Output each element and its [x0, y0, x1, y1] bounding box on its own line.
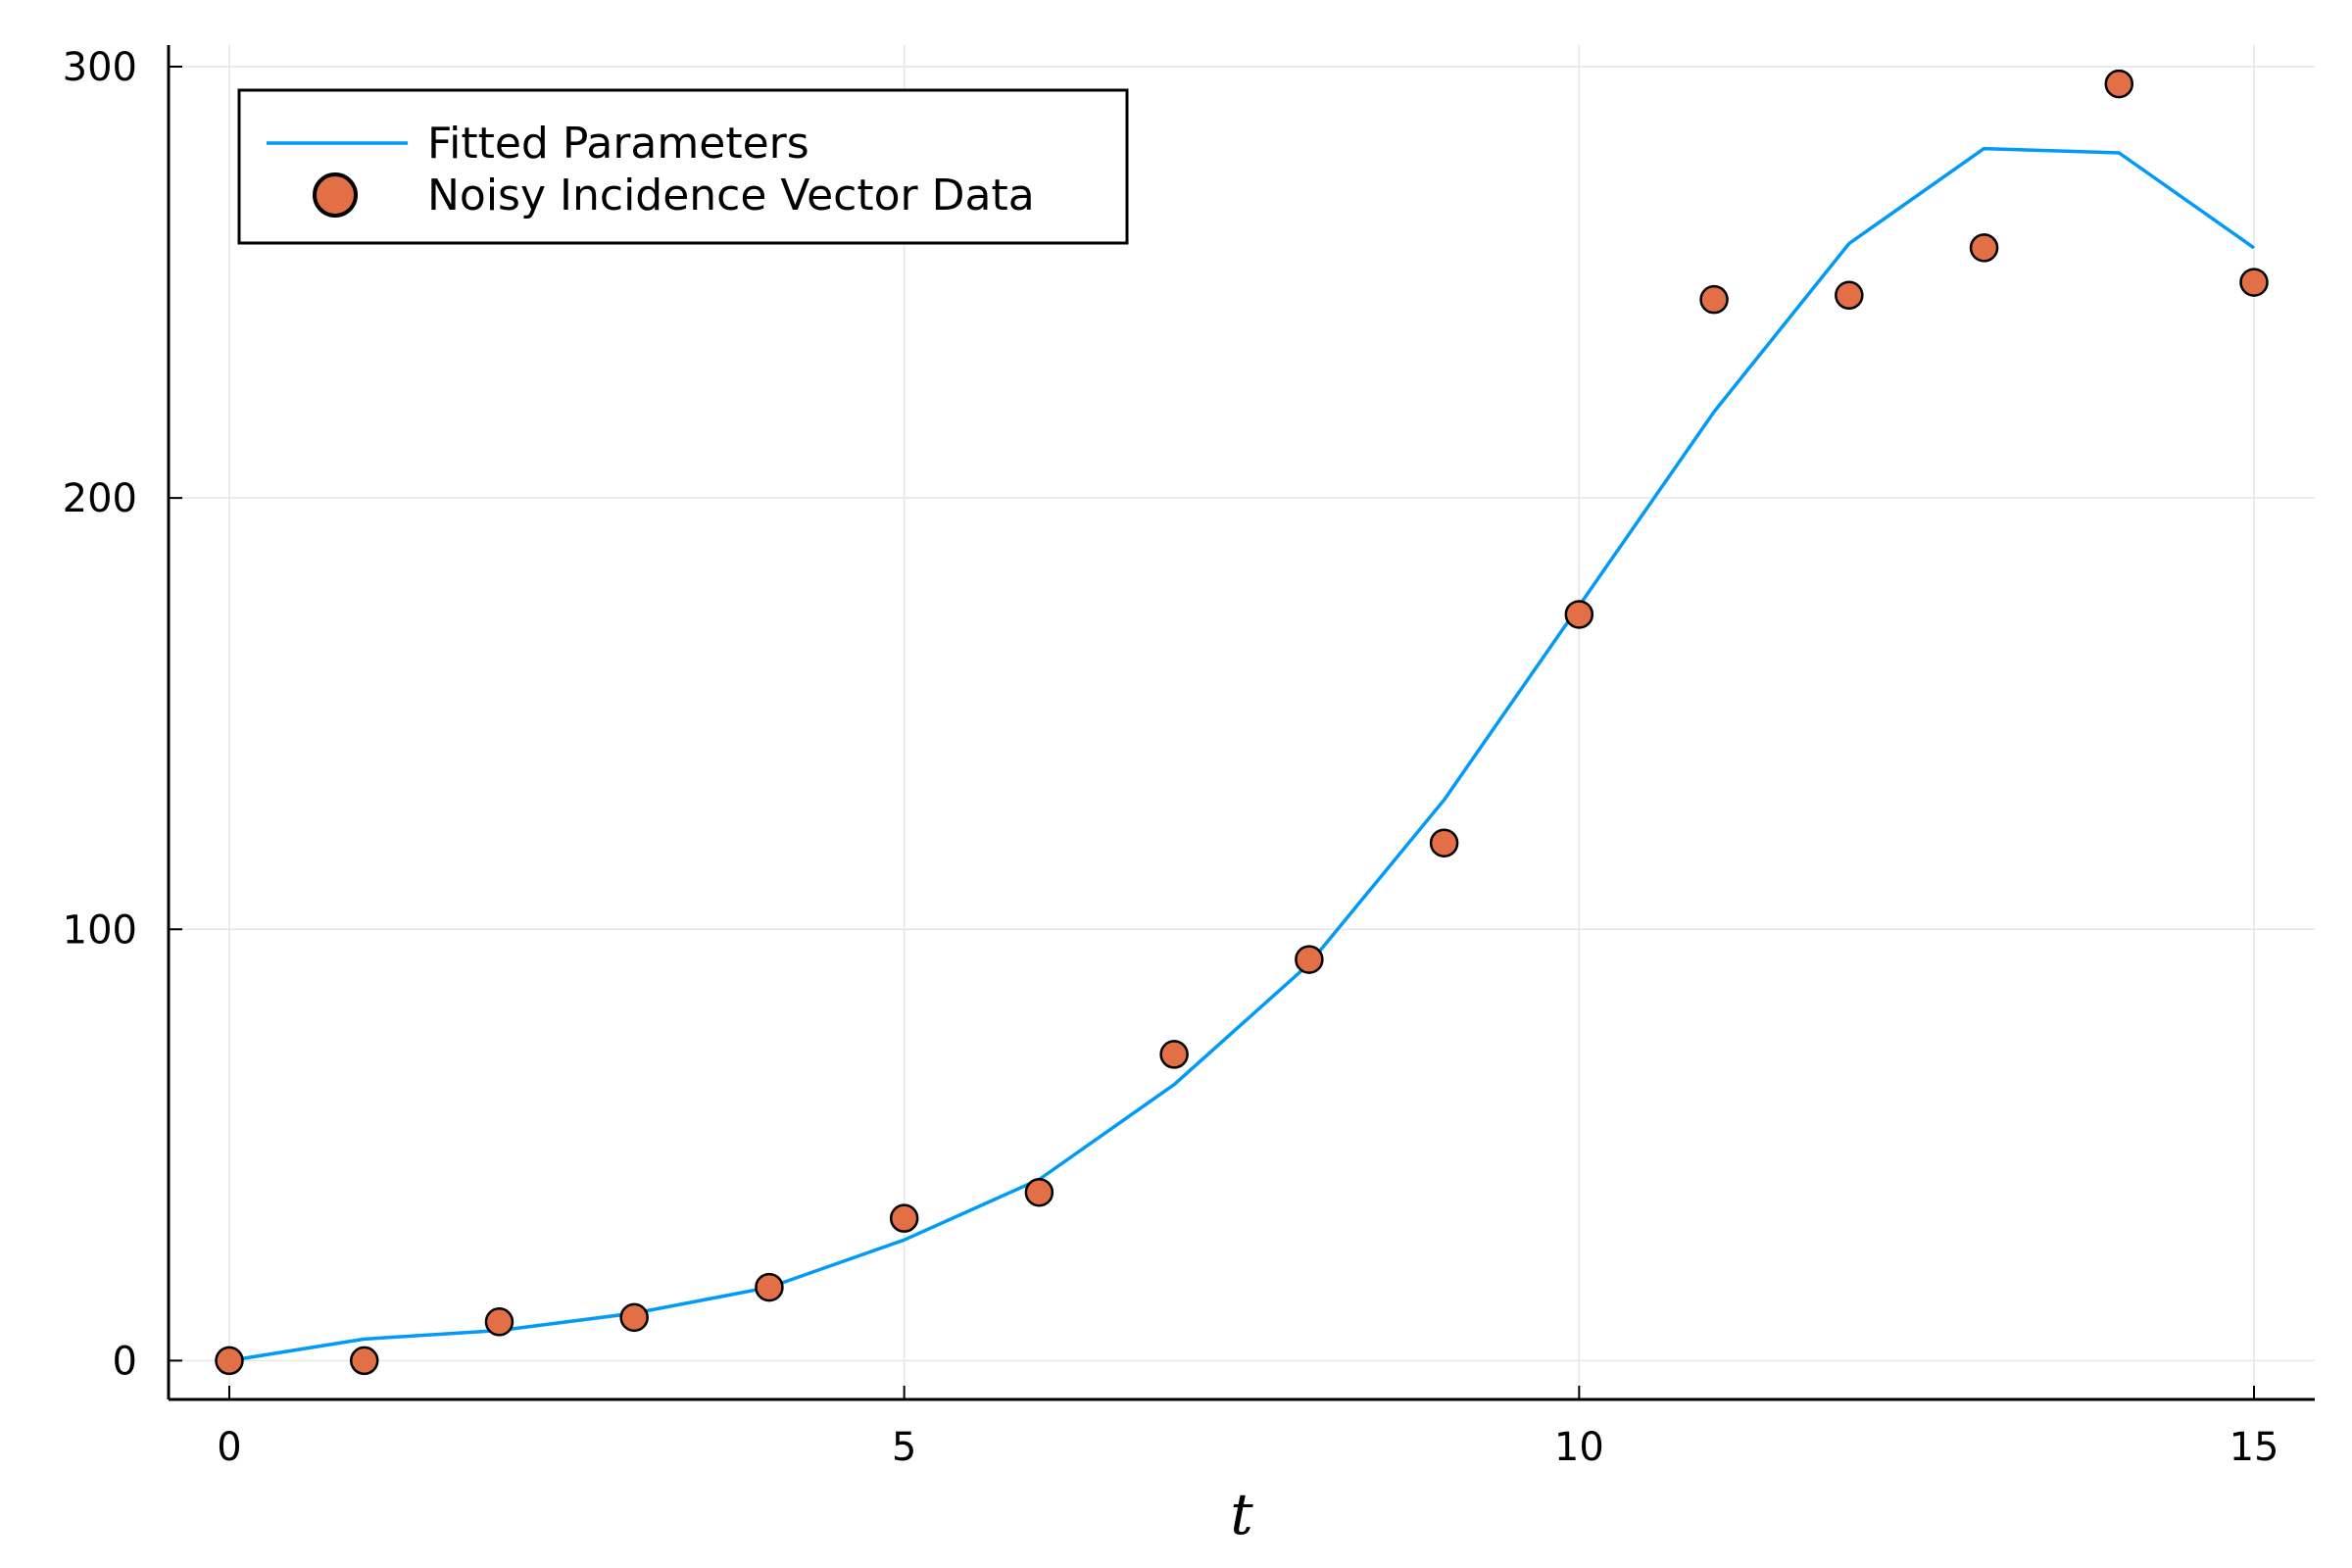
x-axis-title: t	[1230, 1481, 1253, 1547]
x-tick-label: 5	[892, 1425, 916, 1470]
x-tick-label: 0	[217, 1425, 241, 1470]
legend-label: Noisy Incidence Vector Data	[427, 171, 1035, 220]
data-point	[1295, 945, 1324, 974]
axes	[167, 45, 2315, 1401]
data-point	[215, 1346, 244, 1376]
data-point	[484, 1307, 514, 1337]
series-layer	[215, 69, 2269, 1376]
legend-box	[237, 88, 1129, 245]
series-line-fitted-parameters	[228, 146, 2256, 1363]
data-point	[1024, 1177, 1054, 1207]
ticks: 0 5 10 15 0 100 200 300	[63, 45, 2279, 1470]
y-tick-label: 0	[113, 1339, 137, 1384]
data-point	[1835, 280, 1864, 311]
data-point	[1159, 1040, 1189, 1069]
y-tick-label: 300	[63, 45, 137, 90]
legend-swatch-marker	[313, 172, 358, 218]
data-point	[349, 1346, 379, 1376]
data-point	[755, 1272, 784, 1302]
y-tick-label: 100	[63, 907, 137, 953]
data-point	[889, 1203, 919, 1233]
data-point	[2104, 69, 2134, 99]
data-point	[1564, 600, 1594, 629]
data-point	[2239, 268, 2269, 297]
data-point	[1969, 233, 1999, 263]
y-tick-label: 200	[63, 476, 137, 521]
x-tick-label: 15	[2230, 1425, 2279, 1470]
data-point	[619, 1302, 649, 1333]
data-point	[1699, 284, 1729, 315]
x-tick-label: 10	[1554, 1425, 1604, 1470]
legend-label: Fitted Parameters	[427, 119, 809, 169]
data-point	[1429, 828, 1459, 858]
